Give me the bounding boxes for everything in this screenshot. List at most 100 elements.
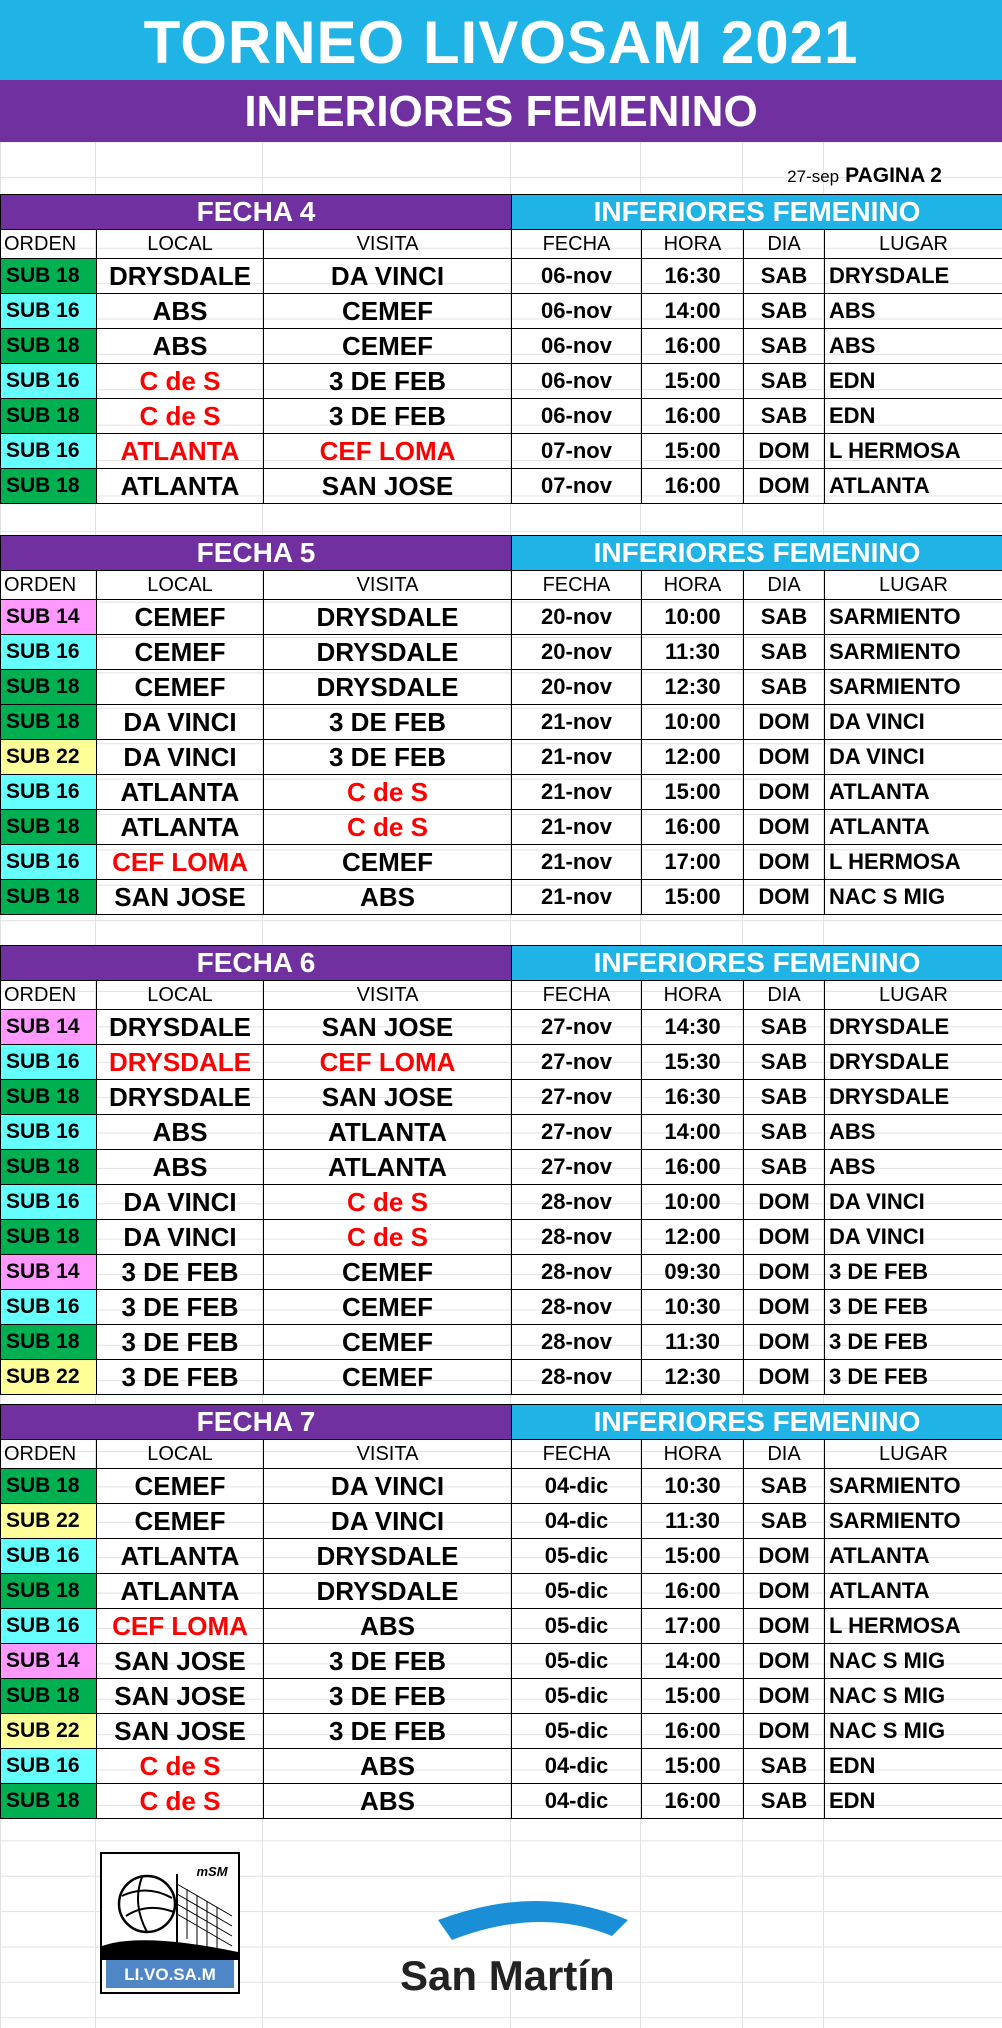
local-team: ABS [96,328,264,364]
match-time: 12:00 [641,1219,744,1255]
match-venue: 3 DE FEB [823,1359,1002,1395]
match-date: 04-dic [511,1503,642,1539]
column-header: LOCAL [96,980,264,1010]
match-row: SUB 16 ABS CEMEF 06-nov 14:00 SAB ABS [0,293,1002,329]
match-row: SUB 18 ABS ATLANTA 27-nov 16:00 SAB ABS [0,1149,1002,1185]
match-venue: ATLANTA [823,1538,1002,1574]
match-venue: L HERMOSA [823,1608,1002,1644]
match-row: SUB 18 CEMEF DA VINCI 04-dic 10:30 SAB SARMIEN… [0,1468,1002,1504]
local-team: CEMEF [96,599,264,635]
column-header: DIA [743,229,825,259]
visiting-team: 3 DE FEB [263,1678,512,1714]
match-row: SUB 16 DA VINCI C de S 28-nov 10:00 DOM DA VIN… [0,1184,1002,1220]
local-team: DA VINCI [96,704,264,740]
category-cell: SUB 14 [0,1643,97,1679]
visiting-team: DA VINCI [263,1503,512,1539]
category-cell: SUB 22 [0,1359,97,1395]
match-row: SUB 14 SAN JOSE 3 DE FEB 05-dic 14:00 DOM NAC … [0,1643,1002,1679]
local-team: DRYSDALE [96,1009,264,1045]
livosam-logo-mark: mSM [196,1864,228,1879]
match-venue: DA VINCI [823,1219,1002,1255]
match-day: SAB [743,1468,825,1504]
match-venue: ABS [823,328,1002,364]
match-venue: DRYSDALE [823,1009,1002,1045]
match-day: SAB [743,1748,825,1784]
match-day: DOM [743,704,825,740]
match-time: 12:30 [641,669,744,705]
category-cell: SUB 18 [0,809,97,845]
visiting-team: ABS [263,1783,512,1819]
local-team: DA VINCI [96,1219,264,1255]
category-cell: SUB 18 [0,1324,97,1360]
match-day: DOM [743,1573,825,1609]
livosam-logo: LI.VO.SA.M mSM [100,1852,240,1994]
match-date: 28-nov [511,1324,642,1360]
visiting-team: CEF LOMA [263,433,512,469]
match-time: 16:30 [641,258,744,294]
match-time: 09:30 [641,1254,744,1290]
match-day: DOM [743,1713,825,1749]
match-time: 16:00 [641,398,744,434]
local-team: DRYSDALE [96,1079,264,1115]
match-date: 27-nov [511,1044,642,1080]
match-venue: DRYSDALE [823,1044,1002,1080]
visiting-team: 3 DE FEB [263,739,512,775]
section-title: FECHA 6 [0,945,512,981]
match-row: SUB 18 3 DE FEB CEMEF 28-nov 11:30 DOM 3 DE FE… [0,1324,1002,1360]
column-header: FECHA [511,1439,642,1469]
visiting-team: ABS [263,879,512,915]
match-day: SAB [743,1009,825,1045]
category-cell: SUB 18 [0,1079,97,1115]
match-date: 04-dic [511,1468,642,1504]
local-team: ATLANTA [96,433,264,469]
category-cell: SUB 14 [0,1009,97,1045]
column-header: LUGAR [823,980,1002,1010]
page-title: TORNEO LIVOSAM 2021 [0,0,1002,80]
local-team: CEMEF [96,634,264,670]
local-team: ABS [96,1114,264,1150]
match-venue: ATLANTA [823,809,1002,845]
match-day: SAB [743,258,825,294]
category-cell: SUB 16 [0,1748,97,1784]
page-date: 27-sep [787,167,840,186]
category-cell: SUB 18 [0,1149,97,1185]
section-title: FECHA 4 [0,194,512,230]
local-team: CEF LOMA [96,844,264,880]
match-date: 21-nov [511,739,642,775]
local-team: SAN JOSE [96,1678,264,1714]
local-team: 3 DE FEB [96,1324,264,1360]
column-header: ORDEN [0,570,97,600]
section-category-title: INFERIORES FEMENINO [510,945,1002,981]
match-date: 27-nov [511,1149,642,1185]
match-date: 21-nov [511,879,642,915]
match-row: SUB 22 3 DE FEB CEMEF 28-nov 12:30 DOM 3 DE FE… [0,1359,1002,1395]
local-team: SAN JOSE [96,1713,264,1749]
match-date: 06-nov [511,363,642,399]
section-category-title: INFERIORES FEMENINO [510,1404,1002,1440]
match-date: 28-nov [511,1184,642,1220]
match-date: 27-nov [511,1114,642,1150]
local-team: C de S [96,1748,264,1784]
match-row: SUB 22 DA VINCI 3 DE FEB 21-nov 12:00 DOM DA V… [0,739,1002,775]
category-cell: SUB 16 [0,1538,97,1574]
match-date: 28-nov [511,1254,642,1290]
visiting-team: CEF LOMA [263,1044,512,1080]
match-time: 15:00 [641,774,744,810]
match-date: 05-dic [511,1538,642,1574]
match-venue: ATLANTA [823,468,1002,504]
category-cell: SUB 16 [0,433,97,469]
match-venue: SARMIENTO [823,1503,1002,1539]
category-cell: SUB 18 [0,398,97,434]
match-time: 11:30 [641,1503,744,1539]
match-day: DOM [743,1678,825,1714]
visiting-team: ATLANTA [263,1149,512,1185]
match-day: SAB [743,398,825,434]
local-team: ABS [96,1149,264,1185]
column-header: VISITA [263,570,512,600]
match-row: SUB 18 ATLANTA C de S 21-nov 16:00 DOM ATLANTA [0,809,1002,845]
local-team: DA VINCI [96,739,264,775]
match-date: 28-nov [511,1359,642,1395]
local-team: CEMEF [96,669,264,705]
local-team: ATLANTA [96,774,264,810]
